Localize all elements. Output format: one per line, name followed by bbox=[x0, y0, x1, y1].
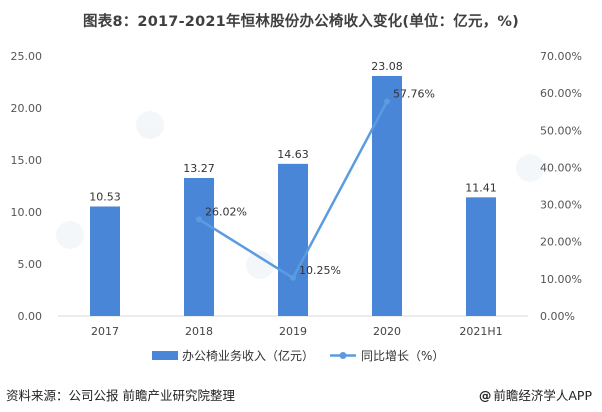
line-series bbox=[196, 98, 390, 281]
bar bbox=[278, 163, 308, 316]
x-tick-label: 2021H1 bbox=[459, 325, 502, 338]
bar-value-label: 10.53 bbox=[89, 190, 121, 203]
legend-label-line: 同比增长（%） bbox=[361, 349, 444, 363]
bar-value-label: 23.08 bbox=[371, 60, 403, 73]
line-value-label: 26.02% bbox=[205, 205, 247, 218]
y-axis-right: 0.00% 10.00% 20.00% 30.00% 40.00% 50.00% 60.00… bbox=[540, 50, 582, 323]
y-right-tick-label: 50.00% bbox=[540, 124, 582, 137]
y-left-tick-label: 0.00 bbox=[18, 310, 43, 323]
x-tick-label: 2019 bbox=[279, 325, 307, 338]
y-right-tick-label: 70.00% bbox=[540, 50, 582, 63]
line-value-label: 57.76% bbox=[393, 87, 435, 100]
y-right-tick-label: 0.00% bbox=[540, 310, 575, 323]
source-note: 资料来源：公司公报 前瞻产业研究院整理 bbox=[6, 388, 235, 403]
x-axis: 2017 2018 2019 2020 2021H1 bbox=[91, 325, 503, 338]
bar-data-labels: 10.53 13.27 14.63 23.08 11.41 bbox=[89, 60, 497, 204]
brand-icon: @ bbox=[478, 388, 492, 403]
legend-label-bar: 办公椅业务收入（亿元） bbox=[182, 348, 314, 363]
legend: 办公椅业务收入（亿元） 同比增长（%） bbox=[152, 348, 444, 363]
y-right-tick-label: 60.00% bbox=[540, 87, 582, 100]
y-right-tick-label: 30.00% bbox=[540, 199, 582, 212]
y-left-tick-label: 15.00 bbox=[11, 154, 43, 167]
y-right-tick-label: 10.00% bbox=[540, 273, 582, 286]
legend-swatch-bar bbox=[152, 351, 178, 360]
y-left-tick-label: 10.00 bbox=[11, 206, 43, 219]
bar bbox=[184, 177, 214, 316]
brand-mark: @ 前瞻经济学人APP bbox=[479, 385, 592, 404]
bar-series bbox=[90, 75, 496, 316]
line-value-label: 10.25% bbox=[299, 264, 341, 277]
y-right-tick-label: 20.00% bbox=[540, 236, 582, 249]
y-left-tick-label: 25.00 bbox=[11, 50, 43, 63]
y-left-tick-label: 20.00 bbox=[11, 102, 43, 115]
bar bbox=[466, 197, 496, 316]
y-axis-left: 0.00 5.00 10.00 15.00 20.00 25.00 bbox=[11, 50, 43, 323]
bar bbox=[372, 75, 402, 316]
y-right-tick-label: 40.00% bbox=[540, 161, 582, 174]
bar bbox=[90, 206, 120, 316]
bar-value-label: 13.27 bbox=[183, 162, 215, 175]
line-point bbox=[384, 98, 390, 105]
bar-value-label: 14.63 bbox=[277, 148, 309, 161]
watermark bbox=[56, 111, 544, 279]
line-point bbox=[290, 274, 296, 281]
y-left-tick-label: 5.00 bbox=[18, 258, 43, 271]
bar-value-label: 11.41 bbox=[465, 181, 497, 194]
x-tick-label: 2020 bbox=[373, 325, 401, 338]
legend-marker-line bbox=[339, 352, 347, 359]
line-point bbox=[196, 216, 202, 223]
brand-text: 前瞻经济学人APP bbox=[493, 388, 592, 403]
chart-title: 图表8：2017-2021年恒林股份办公椅收入变化(单位：亿元，%) bbox=[83, 14, 519, 30]
x-tick-label: 2017 bbox=[91, 325, 119, 338]
line-data-labels: 26.02% 10.25% 57.76% bbox=[205, 87, 435, 276]
x-tick-label: 2018 bbox=[185, 325, 213, 338]
